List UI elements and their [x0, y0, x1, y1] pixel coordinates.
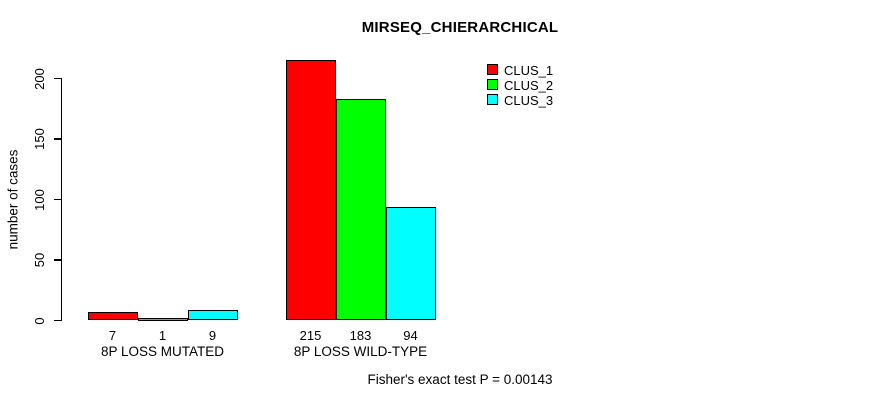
bar-clus_2-group2	[335, 99, 386, 321]
x-group-label: 8P LOSS MUTATED	[100, 344, 225, 359]
y-tick	[53, 319, 61, 322]
y-tick	[53, 77, 61, 80]
bar-clus_1-group2	[285, 60, 336, 321]
x-group-label: 8P LOSS WILD-TYPE	[293, 344, 428, 359]
y-tick-label: 150	[32, 128, 47, 150]
legend-label: CLUS_3	[504, 92, 554, 108]
bar-value-label: 215	[299, 328, 322, 343]
bar-clus_2-group1	[137, 317, 188, 321]
bar-value-label: 9	[208, 328, 217, 343]
y-tick-label: 50	[32, 252, 47, 268]
bar-value-label: 94	[403, 328, 418, 343]
bar-value-label: 1	[158, 328, 167, 343]
y-tick	[53, 259, 61, 261]
annotation-text: Fisher's exact test P = 0.00143	[367, 372, 553, 387]
y-tick-label: 0	[32, 316, 47, 325]
bar-value-label: 183	[349, 328, 372, 343]
bar-clus_1-group1	[87, 312, 138, 321]
bar-clus_3-group1	[187, 309, 238, 321]
y-tick	[53, 198, 61, 201]
legend-swatch-clus_2	[487, 78, 498, 90]
y-axis-line	[60, 77, 62, 322]
y-axis-title: number of cases	[5, 149, 21, 250]
y-tick	[53, 138, 61, 140]
legend-swatch-clus_3	[487, 93, 498, 105]
chart-title: MIRSEQ_CHIERARCHICAL	[361, 19, 559, 36]
legend-label: CLUS_1	[504, 62, 554, 78]
y-tick-label: 200	[32, 67, 47, 90]
legend-swatch-clus_1	[487, 63, 498, 75]
bar-value-label: 7	[108, 328, 117, 343]
y-tick-label: 100	[32, 188, 47, 211]
bar-clus_3-group2	[385, 206, 436, 321]
legend-label: CLUS_2	[504, 77, 554, 93]
